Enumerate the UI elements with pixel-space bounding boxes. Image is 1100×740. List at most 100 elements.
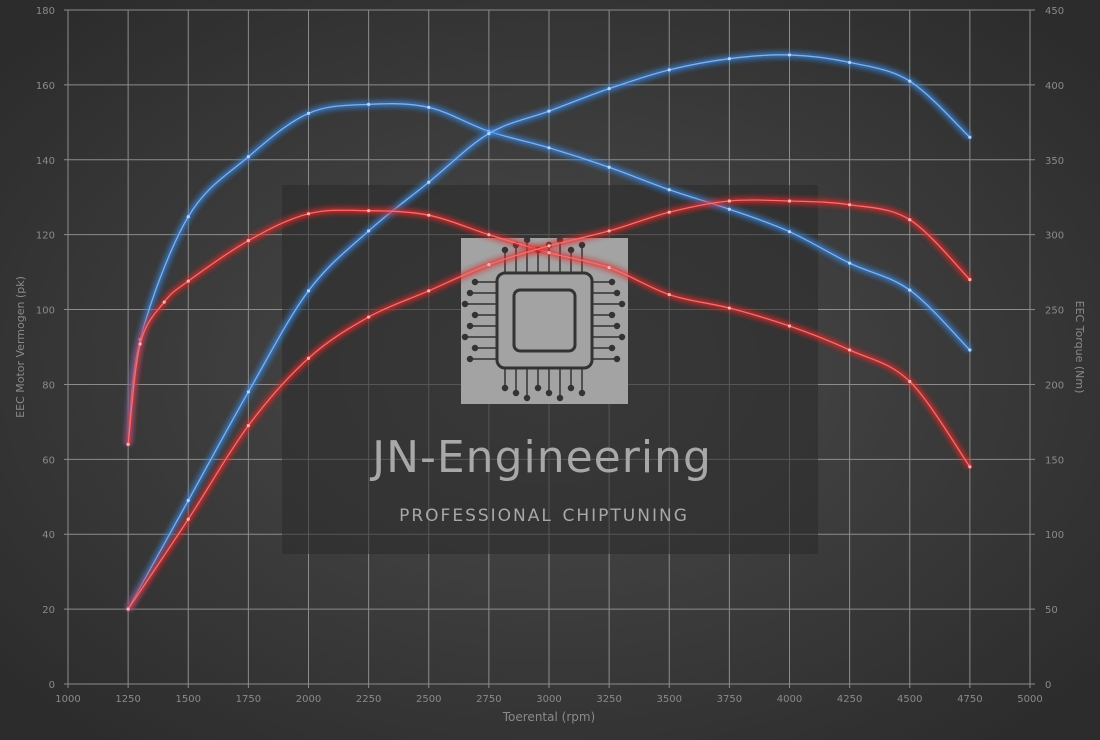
y2-tick-label: 150: [1045, 455, 1064, 466]
x-tick-label: 3000: [536, 694, 561, 705]
y2-axis-label: EEC Torque (Nm): [1073, 301, 1086, 394]
data-point: [727, 199, 731, 203]
data-point: [246, 239, 250, 243]
data-point: [306, 212, 311, 216]
x-tick-label: 3250: [596, 694, 621, 705]
data-point: [968, 465, 972, 469]
series-line: [127, 54, 971, 610]
data-point: [487, 263, 491, 267]
data-point: [246, 155, 250, 159]
y2-tick-label: 0: [1045, 680, 1051, 691]
series-layer: [125, 52, 972, 611]
data-point: [427, 213, 431, 217]
data-point: [727, 207, 731, 211]
x-tick-label: 5000: [1017, 694, 1042, 705]
data-point: [727, 306, 731, 310]
data-point: [607, 266, 611, 270]
x-tick-label: 4750: [957, 694, 982, 705]
data-point: [667, 68, 671, 72]
data-point: [787, 53, 792, 57]
y-tick-label: 40: [42, 530, 55, 541]
watermark-tagline: professional chiptuning: [399, 499, 689, 527]
data-point: [547, 146, 551, 150]
data-point: [968, 348, 972, 352]
y2-tick-label: 50: [1045, 605, 1058, 616]
data-point: [427, 289, 431, 293]
y2-tick-label: 450: [1045, 6, 1064, 17]
x-tick-label: 1750: [236, 694, 261, 705]
x-tick-label: 1250: [115, 694, 140, 705]
data-point: [908, 79, 912, 83]
data-point: [367, 229, 371, 233]
data-point: [607, 165, 611, 169]
data-point: [246, 390, 250, 394]
data-point: [607, 87, 611, 91]
data-point: [367, 315, 371, 319]
watermark-logo: JN-Engineering professional chiptuning: [282, 185, 818, 554]
data-point: [787, 230, 792, 234]
y2-tick-label: 300: [1045, 231, 1064, 242]
data-point: [667, 188, 671, 192]
x-tick-label: 4000: [777, 694, 802, 705]
x-tick-label: 3500: [657, 694, 682, 705]
data-point: [908, 218, 912, 222]
data-point: [306, 356, 311, 360]
series-3-power: [126, 197, 972, 611]
y-tick-label: 0: [49, 680, 55, 691]
data-point: [126, 607, 130, 611]
data-point: [126, 442, 130, 446]
x-tick-label: 2250: [356, 694, 381, 705]
data-point: [727, 57, 731, 61]
data-point: [667, 210, 671, 214]
data-point: [427, 180, 431, 184]
y2-tick-label: 400: [1045, 81, 1064, 92]
data-point: [787, 324, 792, 328]
data-point: [607, 229, 611, 233]
y2-tick-label: 100: [1045, 530, 1064, 541]
y-tick-label: 120: [36, 231, 55, 242]
data-point: [908, 379, 912, 384]
y2-tick-label: 250: [1045, 306, 1064, 317]
y-tick-label: 160: [36, 81, 55, 92]
y-tick-label: 80: [42, 380, 55, 391]
data-point: [547, 109, 551, 113]
data-point: [848, 261, 852, 265]
data-point: [186, 498, 190, 503]
x-tick-label: 4500: [897, 694, 922, 705]
x-tick-label: 3750: [717, 694, 742, 705]
data-point: [908, 288, 912, 292]
data-point: [367, 209, 371, 213]
data-point: [968, 135, 972, 139]
watermark-brand: JN-Engineering: [369, 432, 712, 483]
x-tick-label: 4250: [837, 694, 862, 705]
x-axis-label: Toerental (rpm): [502, 710, 595, 724]
data-point: [138, 342, 142, 346]
x-tick-label: 1500: [176, 694, 201, 705]
data-point: [306, 289, 311, 293]
data-point: [186, 517, 190, 521]
y2-tick-label: 200: [1045, 380, 1064, 391]
y-axis-label: EEC Motor Vermogen (pk): [14, 276, 27, 418]
data-point: [848, 203, 852, 207]
data-point: [848, 348, 852, 352]
data-point: [427, 105, 431, 109]
data-point: [186, 215, 190, 219]
series-2-torque: [125, 207, 972, 469]
data-point: [787, 199, 792, 203]
data-point: [487, 131, 491, 136]
y-tick-label: 20: [42, 605, 55, 616]
data-point: [547, 251, 551, 255]
data-point: [848, 60, 852, 65]
y-tick-label: 100: [36, 306, 55, 317]
data-point: [487, 233, 491, 237]
x-tick-label: 2750: [476, 694, 501, 705]
data-point: [162, 300, 166, 304]
chip-icon: [461, 236, 628, 404]
data-point: [186, 279, 190, 283]
data-point: [367, 102, 371, 106]
y-tick-label: 140: [36, 156, 55, 167]
series-1-power: [125, 52, 972, 611]
x-tick-label: 2500: [416, 694, 441, 705]
x-tick-label: 2000: [296, 694, 321, 705]
